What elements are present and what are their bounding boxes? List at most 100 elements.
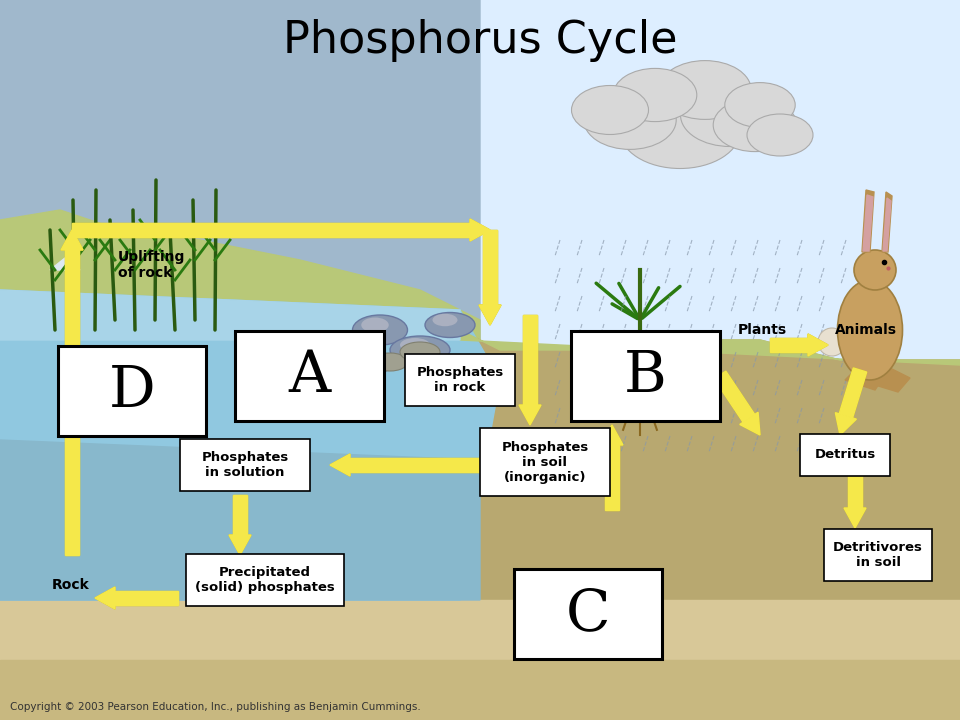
Bar bbox=[514, 569, 662, 659]
Polygon shape bbox=[0, 660, 960, 720]
Polygon shape bbox=[180, 290, 300, 360]
Polygon shape bbox=[835, 413, 856, 435]
Circle shape bbox=[818, 328, 846, 356]
Ellipse shape bbox=[433, 359, 468, 377]
Ellipse shape bbox=[372, 353, 408, 371]
Polygon shape bbox=[519, 405, 541, 425]
Ellipse shape bbox=[350, 355, 390, 375]
Polygon shape bbox=[233, 495, 247, 535]
Polygon shape bbox=[65, 250, 79, 555]
Polygon shape bbox=[601, 425, 623, 445]
Text: Copyright © 2003 Pearson Education, Inc., publishing as Benjamin Cummings.: Copyright © 2003 Pearson Education, Inc.… bbox=[10, 702, 420, 712]
Ellipse shape bbox=[261, 350, 299, 370]
Ellipse shape bbox=[571, 86, 649, 135]
Polygon shape bbox=[808, 334, 828, 356]
Text: Detritivores
in soil: Detritivores in soil bbox=[833, 541, 923, 569]
Polygon shape bbox=[0, 0, 960, 600]
Ellipse shape bbox=[330, 361, 370, 379]
Polygon shape bbox=[844, 508, 866, 528]
Text: Plants: Plants bbox=[738, 323, 787, 337]
Polygon shape bbox=[229, 535, 251, 555]
Text: Rock: Rock bbox=[52, 578, 89, 592]
FancyBboxPatch shape bbox=[824, 529, 932, 581]
Ellipse shape bbox=[613, 68, 697, 122]
Polygon shape bbox=[229, 535, 251, 555]
Polygon shape bbox=[601, 425, 623, 445]
Ellipse shape bbox=[725, 83, 795, 127]
Text: Animals: Animals bbox=[835, 323, 897, 337]
Polygon shape bbox=[839, 368, 867, 418]
Polygon shape bbox=[844, 508, 866, 528]
Ellipse shape bbox=[284, 367, 316, 383]
Polygon shape bbox=[714, 371, 755, 422]
Ellipse shape bbox=[681, 84, 780, 146]
Ellipse shape bbox=[619, 91, 740, 168]
Polygon shape bbox=[839, 368, 867, 418]
Polygon shape bbox=[330, 454, 350, 476]
Bar bbox=[0, 0, 960, 100]
Text: Phosphorus Cycle: Phosphorus Cycle bbox=[283, 19, 677, 61]
Polygon shape bbox=[0, 290, 500, 600]
Polygon shape bbox=[770, 338, 808, 352]
Polygon shape bbox=[875, 368, 910, 392]
Polygon shape bbox=[845, 365, 885, 390]
Polygon shape bbox=[72, 223, 470, 237]
Polygon shape bbox=[479, 305, 501, 325]
Polygon shape bbox=[0, 440, 480, 600]
Ellipse shape bbox=[323, 333, 348, 346]
Ellipse shape bbox=[713, 99, 797, 152]
Polygon shape bbox=[72, 223, 470, 237]
Polygon shape bbox=[50, 258, 80, 270]
Polygon shape bbox=[0, 260, 130, 340]
Polygon shape bbox=[470, 219, 490, 241]
Polygon shape bbox=[483, 230, 497, 305]
Polygon shape bbox=[519, 405, 541, 425]
Ellipse shape bbox=[747, 114, 813, 156]
Polygon shape bbox=[95, 587, 115, 609]
Ellipse shape bbox=[837, 280, 902, 380]
Ellipse shape bbox=[355, 355, 375, 365]
Ellipse shape bbox=[584, 91, 676, 149]
Polygon shape bbox=[0, 600, 960, 720]
Ellipse shape bbox=[854, 250, 896, 290]
FancyBboxPatch shape bbox=[480, 428, 610, 496]
Polygon shape bbox=[740, 413, 760, 435]
Polygon shape bbox=[883, 198, 891, 251]
Ellipse shape bbox=[341, 348, 379, 367]
Text: A: A bbox=[288, 348, 331, 404]
Polygon shape bbox=[65, 250, 79, 555]
Polygon shape bbox=[233, 495, 247, 535]
Ellipse shape bbox=[361, 318, 389, 333]
Text: B: B bbox=[624, 348, 667, 404]
Ellipse shape bbox=[284, 349, 306, 361]
Polygon shape bbox=[0, 290, 460, 340]
Polygon shape bbox=[330, 454, 350, 476]
Polygon shape bbox=[479, 305, 501, 325]
Ellipse shape bbox=[425, 312, 475, 338]
FancyBboxPatch shape bbox=[180, 439, 310, 491]
Polygon shape bbox=[523, 315, 537, 405]
Polygon shape bbox=[863, 195, 873, 251]
Bar bbox=[571, 331, 720, 421]
Polygon shape bbox=[808, 334, 828, 356]
Polygon shape bbox=[862, 190, 874, 252]
Polygon shape bbox=[0, 210, 480, 600]
Polygon shape bbox=[714, 371, 755, 422]
Polygon shape bbox=[605, 445, 619, 510]
Ellipse shape bbox=[400, 342, 440, 362]
Ellipse shape bbox=[277, 349, 323, 371]
FancyBboxPatch shape bbox=[800, 434, 890, 476]
Ellipse shape bbox=[289, 339, 331, 361]
Text: Phosphates
in solution: Phosphates in solution bbox=[202, 451, 289, 479]
Polygon shape bbox=[483, 230, 497, 305]
Polygon shape bbox=[460, 330, 960, 600]
FancyBboxPatch shape bbox=[405, 354, 515, 406]
Polygon shape bbox=[235, 352, 262, 365]
Polygon shape bbox=[882, 192, 892, 252]
Polygon shape bbox=[740, 413, 760, 435]
Polygon shape bbox=[61, 230, 83, 250]
Polygon shape bbox=[95, 587, 115, 609]
Ellipse shape bbox=[659, 60, 752, 120]
Ellipse shape bbox=[352, 315, 407, 345]
Polygon shape bbox=[0, 0, 480, 380]
